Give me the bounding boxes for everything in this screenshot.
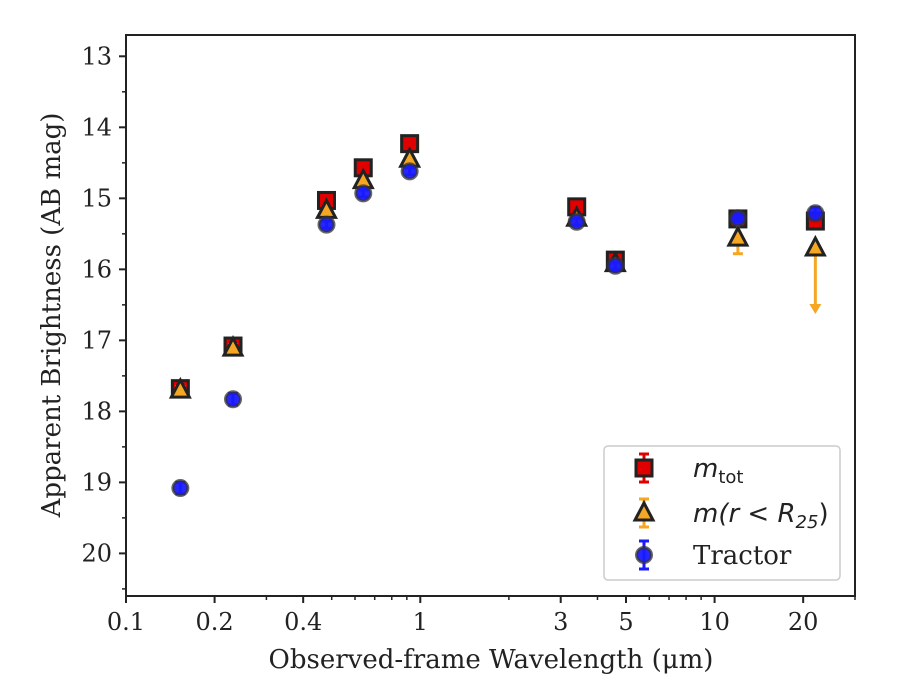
x-tick-label: 5: [618, 608, 633, 636]
maperture-series: [168, 146, 827, 399]
x-tick-label: 20: [788, 608, 819, 636]
maperture-point: [803, 234, 827, 257]
tractor-point: [400, 162, 419, 181]
maperture-point: [221, 334, 245, 357]
y-tick-label: 19: [81, 468, 112, 496]
tractor-series: [171, 162, 825, 498]
maperture-point: [168, 376, 192, 399]
y-tick-label: 15: [81, 184, 112, 212]
x-tick-label: 10: [699, 608, 730, 636]
legend-label: m(r < R25): [693, 499, 829, 533]
tractor-point: [728, 209, 747, 228]
plot-frame: [125, 34, 856, 597]
y-tick-label: 13: [81, 42, 112, 70]
tractor-point: [606, 256, 625, 275]
x-tick-label: 0.2: [196, 608, 234, 636]
tractor-point: [171, 479, 190, 498]
y-tick-label: 14: [81, 113, 112, 141]
y-axis-title: Apparent Brightness (AB mag): [37, 113, 67, 519]
x-tick-label: 3: [553, 608, 568, 636]
x-tick-label: 1: [413, 608, 428, 636]
tractor-point: [567, 212, 586, 231]
y-tick-label: 18: [81, 397, 112, 425]
y-tick-label: 17: [81, 326, 112, 354]
y-tick-label: 16: [81, 255, 112, 283]
legend-marker: [632, 499, 656, 522]
tractor-point: [806, 204, 825, 223]
mtot-series: [170, 134, 825, 399]
tractor-point: [317, 215, 336, 234]
x-axis-title: Observed-frame Wavelength (μm): [269, 645, 714, 675]
legend-label: mtot: [693, 454, 743, 488]
y-tick-label: 20: [81, 539, 112, 567]
marks-layer: [168, 134, 827, 498]
legend: mtot m(r < R25) Tractor: [603, 445, 841, 581]
legend-box: [603, 445, 841, 581]
x-tick-label: 0.4: [284, 608, 322, 636]
tractor-point: [224, 390, 243, 409]
legend-label: Tractor: [693, 541, 792, 571]
legend-marker: [634, 458, 654, 478]
legend-marker: [635, 546, 653, 564]
maperture-point: [726, 224, 750, 247]
x-tick-label: 0.1: [107, 608, 145, 636]
tractor-point: [354, 184, 373, 203]
maperture-upper-limit-arrowhead: [809, 303, 822, 314]
